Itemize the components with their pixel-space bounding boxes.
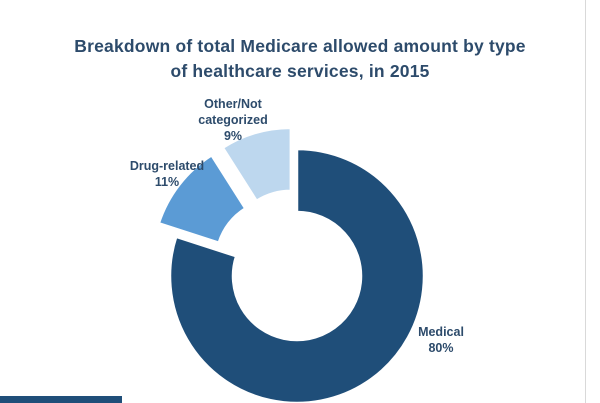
- donut-slice-medical: [168, 147, 426, 403]
- frame-divider: [585, 0, 586, 403]
- chart-title-line-1: Breakdown of total Medicare allowed amou…: [74, 36, 526, 56]
- slice-value-medical: 80%: [428, 341, 453, 355]
- slice-value-drug-related: 11%: [155, 175, 179, 189]
- donut-slice-drug-related: [157, 153, 248, 245]
- donut-slice-other-not-categorized: [221, 126, 293, 203]
- slice-value-other: 9%: [224, 129, 242, 143]
- slice-label-drug-related: Drug-related: [130, 159, 204, 173]
- slice-label-other-line-1: Other/Not: [204, 97, 262, 111]
- slice-label-other-line-2: categorized: [198, 113, 267, 127]
- slice-label-medical: Medical: [418, 325, 464, 339]
- chart-title: Breakdown of total Medicare allowed amou…: [40, 34, 560, 84]
- chart-title-line-2: of healthcare services, in 2015: [170, 61, 430, 81]
- bottom-strip: [0, 396, 122, 403]
